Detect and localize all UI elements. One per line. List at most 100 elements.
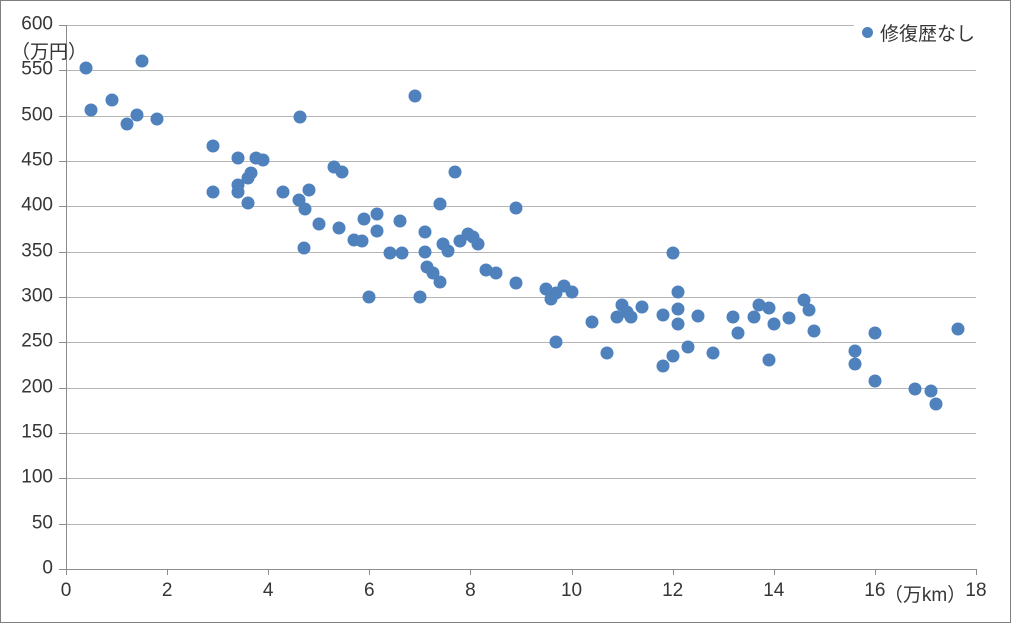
- data-point[interactable]: [681, 340, 695, 354]
- data-point[interactable]: [924, 384, 937, 398]
- data-point[interactable]: [624, 310, 638, 324]
- data-point[interactable]: [298, 202, 312, 216]
- data-point[interactable]: [79, 61, 93, 75]
- data-point[interactable]: [479, 263, 493, 277]
- data-point[interactable]: [418, 225, 432, 239]
- data-point[interactable]: [671, 302, 685, 316]
- data-point[interactable]: [549, 335, 563, 349]
- data-point[interactable]: [84, 103, 98, 117]
- data-point[interactable]: [731, 326, 745, 340]
- data-point[interactable]: [797, 293, 811, 307]
- data-point[interactable]: [951, 322, 965, 336]
- data-point[interactable]: [509, 201, 523, 215]
- data-point[interactable]: [726, 310, 740, 324]
- y-axis-tick: [59, 251, 66, 253]
- data-point[interactable]: [393, 214, 407, 228]
- data-point[interactable]: [908, 382, 922, 396]
- legend[interactable]: 修復歴なし: [854, 16, 984, 49]
- data-point[interactable]: [752, 298, 766, 312]
- data-point[interactable]: [656, 359, 670, 373]
- data-point[interactable]: [802, 303, 816, 317]
- data-point[interactable]: [585, 315, 599, 329]
- data-point[interactable]: [767, 317, 781, 331]
- data-point[interactable]: [426, 266, 440, 280]
- gridline: [66, 478, 976, 480]
- y-axis-tick: [59, 70, 66, 72]
- data-point[interactable]: [868, 326, 882, 340]
- data-point[interactable]: [691, 309, 705, 323]
- data-point[interactable]: [370, 207, 384, 221]
- data-point[interactable]: [471, 237, 485, 251]
- y-axis-tick-label: 450: [21, 149, 53, 171]
- y-axis-tick-label: 150: [21, 421, 53, 443]
- data-point[interactable]: [929, 397, 943, 411]
- data-point[interactable]: [539, 282, 553, 296]
- data-point[interactable]: [256, 153, 270, 167]
- data-point[interactable]: [297, 241, 311, 255]
- data-point[interactable]: [848, 344, 862, 358]
- data-point[interactable]: [244, 166, 258, 180]
- data-point[interactable]: [807, 324, 821, 338]
- y-axis-tick: [59, 478, 66, 480]
- data-point[interactable]: [355, 234, 369, 248]
- data-point[interactable]: [600, 346, 614, 360]
- y-axis-tick: [59, 297, 66, 298]
- data-point[interactable]: [135, 54, 149, 68]
- data-point[interactable]: [706, 346, 720, 360]
- data-point[interactable]: [635, 300, 649, 314]
- x-axis-tick-label: 14: [763, 580, 785, 601]
- data-point[interactable]: [848, 357, 862, 371]
- data-point[interactable]: [666, 246, 680, 260]
- data-point[interactable]: [105, 93, 118, 107]
- data-point[interactable]: [656, 308, 670, 322]
- data-point[interactable]: [231, 185, 245, 199]
- y-axis-tick-label: 100: [21, 466, 53, 488]
- data-point[interactable]: [206, 185, 220, 199]
- data-point[interactable]: [747, 310, 761, 324]
- y-axis-tick-label: 500: [21, 104, 53, 126]
- data-point[interactable]: [370, 224, 384, 238]
- data-point[interactable]: [433, 197, 447, 211]
- data-point[interactable]: [357, 212, 371, 226]
- data-point[interactable]: [332, 221, 346, 235]
- data-point[interactable]: [565, 285, 579, 299]
- data-point[interactable]: [312, 217, 326, 231]
- data-point[interactable]: [448, 165, 462, 179]
- data-point[interactable]: [408, 89, 422, 103]
- data-point[interactable]: [395, 246, 409, 260]
- x-axis-tick: [369, 569, 371, 575]
- data-point[interactable]: [509, 276, 523, 290]
- data-point[interactable]: [671, 317, 685, 331]
- data-point[interactable]: [302, 183, 316, 197]
- data-point[interactable]: [383, 246, 397, 260]
- y-axis-tick-label: 600: [21, 13, 53, 35]
- data-point[interactable]: [868, 374, 882, 388]
- data-point[interactable]: [489, 266, 503, 280]
- data-point[interactable]: [671, 285, 685, 299]
- gridline: [66, 251, 976, 253]
- gridline: [66, 25, 976, 26]
- data-point[interactable]: [610, 310, 624, 324]
- data-point[interactable]: [413, 290, 427, 304]
- gridline: [66, 161, 976, 162]
- data-point[interactable]: [782, 311, 796, 325]
- data-point[interactable]: [231, 151, 245, 165]
- x-axis-tick-label: 18: [965, 580, 987, 601]
- data-point[interactable]: [130, 108, 144, 122]
- data-point[interactable]: [276, 185, 290, 199]
- data-point[interactable]: [120, 117, 134, 131]
- data-point[interactable]: [441, 244, 455, 258]
- data-point[interactable]: [150, 112, 164, 126]
- x-axis-tick: [773, 569, 775, 575]
- data-point[interactable]: [335, 165, 349, 179]
- data-point[interactable]: [206, 139, 220, 153]
- data-point[interactable]: [666, 349, 680, 363]
- data-point[interactable]: [762, 301, 776, 315]
- data-point[interactable]: [418, 245, 432, 259]
- data-point[interactable]: [433, 275, 447, 289]
- data-point[interactable]: [362, 290, 376, 304]
- data-point[interactable]: [762, 353, 776, 367]
- data-point[interactable]: [293, 110, 307, 124]
- gridline: [66, 115, 976, 117]
- data-point[interactable]: [241, 196, 255, 210]
